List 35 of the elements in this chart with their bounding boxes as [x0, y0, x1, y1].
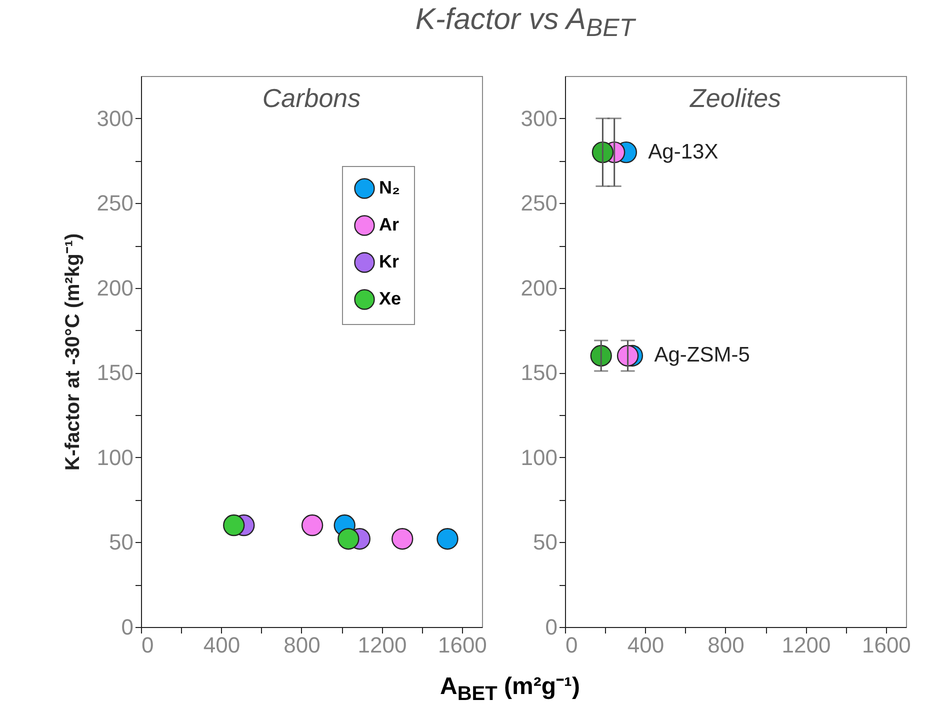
y-tick-label: 200 — [96, 275, 134, 300]
legend-label: Ar — [379, 214, 400, 234]
x-tick-label: 800 — [284, 632, 320, 658]
chart-subtitle: Zeolites — [688, 83, 782, 113]
x-axis-title: A$_{BET}$ (m²g⁻¹) — [439, 672, 581, 706]
legend-label: Kr — [379, 252, 400, 272]
x-tick-label: 400 — [627, 632, 664, 658]
y-tick-label: 50 — [109, 530, 134, 555]
x-tick-label: 1600 — [862, 632, 911, 658]
annotation: Ag-ZSM-5 — [654, 344, 750, 367]
x-tick-label: 1200 — [358, 632, 407, 658]
y-tick-label: 300 — [520, 106, 558, 131]
legend-label: Xe — [379, 288, 402, 308]
chart-title: K-factor vs A$_{BET}$ — [414, 2, 637, 42]
annotation: Ag-13X — [648, 140, 718, 164]
x-tick-label: 1600 — [438, 632, 487, 658]
x-tick-label: 0 — [142, 632, 154, 658]
legend-label: N₂ — [379, 178, 400, 198]
y-tick-label: 50 — [533, 530, 558, 555]
x-tick-label: 400 — [203, 632, 240, 658]
y-tick-label: 250 — [520, 190, 558, 216]
y-tick-label: 100 — [520, 444, 558, 470]
y-tick-label: 250 — [96, 190, 134, 216]
y-tick-label: 150 — [520, 360, 558, 386]
y-tick-label: 0 — [545, 614, 558, 640]
x-tick-label: 1200 — [782, 632, 831, 658]
y-tick-label: 100 — [96, 444, 134, 470]
y-tick-label: 300 — [96, 106, 134, 131]
y-tick-label: 0 — [121, 614, 134, 640]
y-tick-label: 150 — [96, 360, 134, 386]
chart-subtitle: Carbons — [262, 83, 361, 113]
x-tick-label: 0 — [566, 632, 578, 658]
y-tick-label: 200 — [520, 275, 558, 300]
y-axis-title: K-factor at -30°C (m²kg⁻¹) — [62, 233, 84, 471]
x-tick-label: 800 — [708, 632, 744, 658]
